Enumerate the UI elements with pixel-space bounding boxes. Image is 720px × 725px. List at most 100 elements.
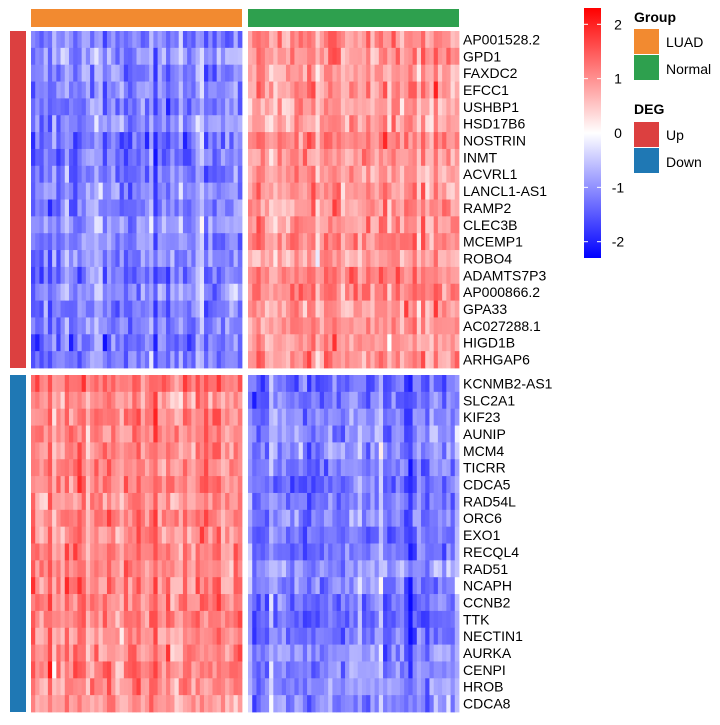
heatmap-cell: [81, 115, 87, 133]
heatmap-cell: [94, 492, 99, 511]
heatmap-cell: [412, 250, 418, 268]
heatmap-cell: [166, 560, 171, 578]
heatmap-cell: [421, 317, 426, 335]
heatmap-cell: [404, 300, 409, 318]
heatmap-cell: [85, 64, 91, 82]
heatmap-cell: [204, 695, 209, 713]
heatmap-cell: [60, 81, 66, 99]
heatmap-cell: [340, 47, 346, 66]
heatmap-cell: [98, 476, 104, 494]
heatmap-cell: [357, 351, 363, 369]
heatmap-cell: [416, 47, 422, 66]
heatmap-cell: [248, 492, 253, 511]
heatmap-cell: [349, 132, 354, 150]
heatmap-cell: [349, 476, 354, 494]
heatmap-cell: [416, 148, 422, 167]
heatmap-cell: [47, 351, 53, 369]
column-annotation: [31, 9, 459, 27]
heatmap-cell: [264, 509, 270, 528]
heatmap-cell: [450, 81, 456, 99]
heatmap-cell: [204, 577, 209, 595]
heatmap-cell: [195, 695, 201, 713]
heatmap-cell: [323, 476, 329, 494]
heatmap-cell: [332, 199, 338, 217]
heatmap-cell: [106, 678, 112, 696]
heatmap-cell: [182, 334, 188, 352]
heatmap-cell: [102, 644, 108, 662]
heatmap-cell: [115, 216, 121, 234]
heatmap-cell: [433, 165, 439, 184]
heatmap-cell: [302, 543, 308, 561]
heatmap-cell: [429, 577, 435, 595]
heatmap-cell: [302, 610, 308, 629]
heatmap-cell: [191, 526, 196, 544]
heatmap-cell: [229, 283, 234, 301]
heatmap-cell: [294, 31, 300, 49]
heatmap-cell: [319, 250, 325, 268]
heatmap-cell: [237, 216, 243, 234]
heatmap-cell: [383, 31, 388, 49]
heatmap-cell: [277, 300, 283, 318]
heatmap-cell: [39, 266, 45, 285]
heatmap-cell: [204, 509, 209, 528]
heatmap-cell: [421, 300, 426, 318]
heatmap-cell: [425, 81, 430, 99]
heatmap-cell: [35, 678, 40, 696]
gene-label: HIGD1B: [463, 335, 515, 351]
gene-label: LANCL1-AS1: [463, 183, 547, 199]
heatmap-cell: [256, 594, 262, 612]
heatmap-cell: [47, 391, 53, 410]
heatmap-cell: [144, 64, 150, 82]
heatmap-cell: [298, 442, 304, 460]
heatmap-cell: [416, 216, 422, 234]
heatmap-cell: [323, 594, 329, 612]
heatmap-cell: [328, 594, 333, 612]
heatmap-cell: [64, 334, 70, 352]
heatmap-cell: [170, 250, 175, 268]
heatmap-cell: [111, 148, 116, 167]
heatmap-cell: [149, 64, 154, 82]
heatmap-cell: [187, 115, 192, 133]
heatmap-cell: [149, 216, 154, 234]
heatmap-cell: [182, 81, 188, 99]
heatmap-cell: [404, 334, 409, 352]
heatmap-cell: [39, 375, 45, 393]
heatmap-cell: [391, 459, 397, 477]
heatmap-cell: [391, 132, 397, 150]
heatmap-cell: [90, 577, 95, 595]
heatmap-cell: [216, 644, 222, 662]
heatmap-cell: [195, 509, 201, 528]
heatmap-cell: [353, 526, 359, 544]
heatmap-cell: [421, 476, 426, 494]
heatmap-cell: [68, 408, 74, 426]
heatmap-cell: [56, 300, 61, 318]
heatmap-cell: [425, 165, 430, 184]
heatmap-cell: [273, 577, 278, 595]
heatmap-cell: [225, 351, 230, 369]
heatmap-cell: [336, 283, 342, 301]
heatmap-cell: [349, 375, 354, 393]
heatmap-cell: [132, 300, 137, 318]
heatmap-cell: [85, 627, 91, 645]
heatmap-cell: [378, 317, 384, 335]
heatmap-cell: [252, 98, 257, 116]
heatmap-cell: [366, 317, 371, 335]
heatmap-cell: [233, 64, 239, 82]
gene-label: ADAMTS7P3: [463, 267, 546, 283]
heatmap-cell: [90, 476, 95, 494]
heatmap-cell: [102, 560, 108, 578]
heatmap-cell: [361, 233, 367, 251]
heatmap-cell: [425, 64, 430, 82]
heatmap-cell: [269, 182, 274, 200]
heatmap-cell: [298, 233, 304, 251]
heatmap-cell: [39, 115, 45, 133]
heatmap-cell: [170, 199, 175, 217]
heatmap-cell: [450, 216, 456, 234]
heatmap-cell: [182, 509, 188, 528]
heatmap-cell: [85, 408, 91, 426]
heatmap-cell: [52, 216, 57, 234]
heatmap-cell: [285, 165, 291, 184]
heatmap-cell: [73, 283, 78, 301]
heatmap-cell: [233, 509, 239, 528]
heatmap-cell: [277, 375, 283, 393]
